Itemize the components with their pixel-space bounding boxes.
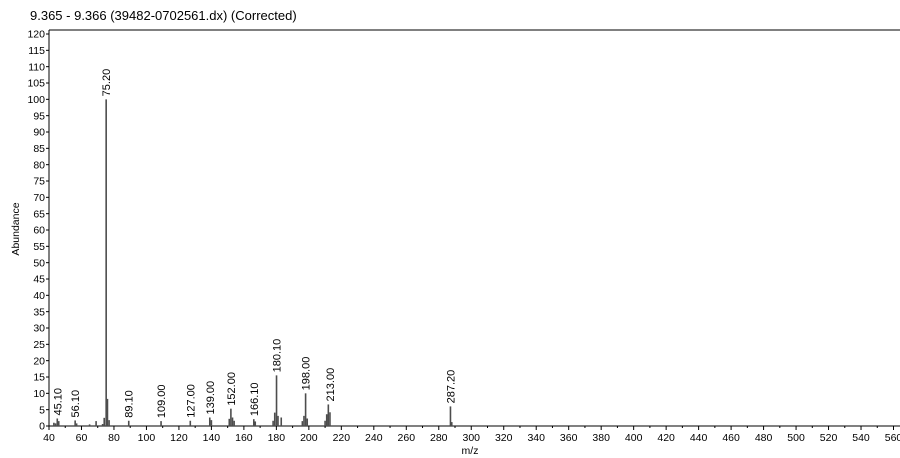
x-tick-label: 60 xyxy=(76,432,88,444)
x-tick-label: 460 xyxy=(722,432,740,444)
x-tick-label: 180 xyxy=(268,432,286,444)
x-axis: 40 60 80 100 120 140 160 180 200 220 240 260 280 300 3… xyxy=(43,425,900,444)
y-tick-label: 50 xyxy=(33,257,45,269)
peak-label: 45.10 xyxy=(52,388,64,416)
y-tick-label: 45 xyxy=(33,274,45,286)
y-tick-label: 105 xyxy=(27,78,45,90)
x-tick-label: 160 xyxy=(235,432,253,444)
peak-label: 287.20 xyxy=(445,370,457,404)
y-tick-label: 90 xyxy=(33,127,45,139)
spectrum-peaks xyxy=(53,99,453,426)
x-tick-label: 540 xyxy=(852,432,870,444)
x-tick-label: 500 xyxy=(787,432,805,444)
x-tick-label: 120 xyxy=(170,432,188,444)
x-tick-label: 200 xyxy=(300,432,318,444)
x-tick-label: 100 xyxy=(138,432,156,444)
peak-label: 75.20 xyxy=(101,69,113,97)
y-tick-label: 35 xyxy=(33,306,45,318)
peak-label: 213.00 xyxy=(325,368,337,402)
y-tick-label: 95 xyxy=(33,110,45,122)
y-tick-label: 40 xyxy=(33,290,45,302)
peak-label: 89.10 xyxy=(124,390,136,418)
x-tick-label: 440 xyxy=(690,432,708,444)
x-tick-label: 360 xyxy=(560,432,578,444)
y-tick-label: 0 xyxy=(39,421,45,433)
x-tick-label: 480 xyxy=(755,432,773,444)
y-tick-label: 25 xyxy=(33,339,45,351)
y-tick-label: 70 xyxy=(33,192,45,204)
x-tick-label: 260 xyxy=(398,432,416,444)
y-tick-label: 80 xyxy=(33,159,45,171)
x-tick-label: 80 xyxy=(108,432,120,444)
x-tick-label: 280 xyxy=(430,432,448,444)
y-tick-label: 5 xyxy=(39,404,45,416)
y-tick-label: 15 xyxy=(33,372,45,384)
x-tick-label: 220 xyxy=(333,432,351,444)
chart-title: 9.365 - 9.366 (39482-0702561.dx) (Correc… xyxy=(30,8,297,23)
peak-label: 198.00 xyxy=(301,357,313,391)
peak-label: 127.00 xyxy=(185,384,197,418)
y-tick-label: 30 xyxy=(33,323,45,335)
x-tick-label: 520 xyxy=(820,432,838,444)
x-tick-label: 400 xyxy=(625,432,643,444)
y-tick-label: 60 xyxy=(33,225,45,237)
x-axis-title: m/z xyxy=(462,445,479,457)
peak-label: 166.10 xyxy=(249,382,261,416)
x-tick-label: 300 xyxy=(462,432,480,444)
x-tick-label: 380 xyxy=(592,432,610,444)
y-tick-label: 10 xyxy=(33,388,45,400)
peak-label: 56.10 xyxy=(70,390,82,418)
peak-label: 152.00 xyxy=(226,372,238,406)
y-tick-label: 20 xyxy=(33,355,45,367)
y-tick-label: 100 xyxy=(27,94,45,106)
y-tick-label: 115 xyxy=(28,45,45,57)
y-tick-label: 55 xyxy=(33,241,45,253)
peak-label: 109.00 xyxy=(156,384,168,418)
x-tick-label: 140 xyxy=(203,432,221,444)
peak-label: 180.10 xyxy=(272,339,284,373)
y-tick-label: 75 xyxy=(33,176,45,188)
y-axis: 0 5 10 15 20 25 30 35 40 45 50 55 60 65 70 75 80 85 90 95 10… xyxy=(27,29,50,433)
x-tick-label: 560 xyxy=(885,432,900,444)
x-tick-label: 40 xyxy=(43,432,55,444)
y-axis-title: Abundance xyxy=(10,202,22,255)
peak-label: 139.00 xyxy=(205,381,217,415)
x-tick-label: 320 xyxy=(495,432,513,444)
x-tick-label: 420 xyxy=(657,432,675,444)
y-tick-label: 110 xyxy=(28,61,45,73)
peak-labels: 45.10 56.10 75.20 89.10 109.00 127.00 139.00 15… xyxy=(52,69,457,418)
y-tick-label: 120 xyxy=(27,29,45,41)
x-tick-label: 240 xyxy=(365,432,383,444)
x-tick-label: 340 xyxy=(527,432,545,444)
y-tick-label: 85 xyxy=(33,143,45,155)
y-tick-label: 65 xyxy=(33,208,45,220)
